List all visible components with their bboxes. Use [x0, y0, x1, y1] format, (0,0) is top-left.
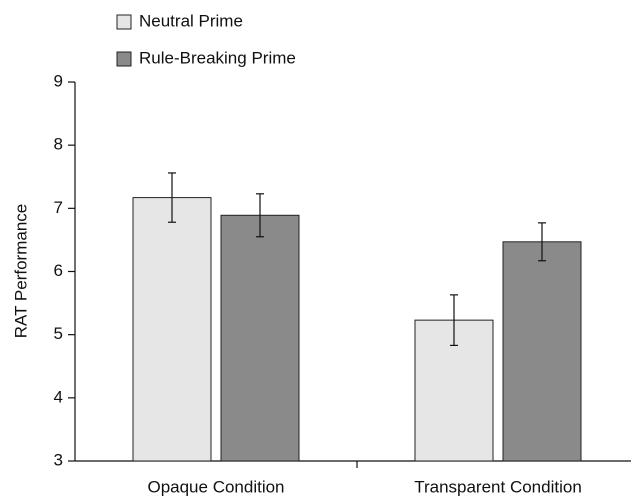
x-tick-label: Opaque Condition — [147, 477, 284, 496]
y-tick-label: 4 — [54, 387, 63, 406]
y-tick-label: 8 — [54, 135, 63, 154]
legend-label: Rule-Breaking Prime — [139, 48, 296, 67]
y-tick-label: 6 — [54, 261, 63, 280]
legend-swatch — [116, 14, 132, 30]
legend-swatch — [116, 51, 132, 67]
y-tick-label: 5 — [54, 324, 63, 343]
bar — [220, 214, 300, 462]
y-axis-label: RAT Performance — [11, 204, 30, 338]
y-tick-label: 7 — [54, 198, 63, 217]
y-tick-label: 3 — [54, 450, 63, 469]
bar — [502, 241, 582, 462]
bar — [132, 197, 212, 462]
legend-label: Neutral Prime — [139, 11, 243, 30]
y-tick-label: 9 — [54, 71, 63, 90]
x-tick-label: Transparent Condition — [414, 477, 582, 496]
